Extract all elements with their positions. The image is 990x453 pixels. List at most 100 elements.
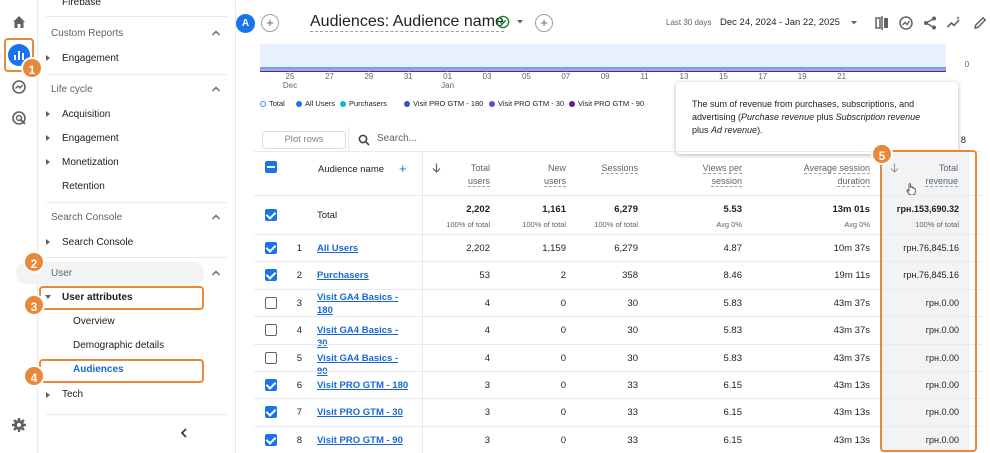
row-checkbox[interactable] bbox=[265, 296, 277, 309]
chevron-up-icon[interactable] bbox=[211, 268, 221, 278]
audience-name-link[interactable]: Visit GA4 Basics - 90 bbox=[317, 352, 409, 378]
legend-item[interactable]: Visit PRO GTM - 90 bbox=[569, 99, 644, 108]
sidebar-item-acquisition[interactable]: Acquisition bbox=[62, 109, 111, 120]
header-line: Average session bbox=[803, 163, 870, 174]
legend-item[interactable]: Visit PRO GTM - 180 bbox=[404, 99, 483, 108]
row-checkbox[interactable] bbox=[265, 242, 277, 254]
divider bbox=[46, 414, 227, 415]
sidebar-item-audiences[interactable]: Audiences bbox=[73, 364, 124, 375]
row-checkbox[interactable] bbox=[265, 406, 277, 419]
column-header-avg-session-duration[interactable]: Average session duration bbox=[766, 162, 870, 188]
total-users-pct: 100% of total bbox=[446, 220, 490, 229]
header-line: Sessions bbox=[601, 163, 638, 174]
chevron-up-icon[interactable] bbox=[211, 84, 221, 94]
cell-new-users: 2 bbox=[560, 270, 566, 282]
divider bbox=[46, 74, 227, 75]
sidebar-item-overview[interactable]: Overview bbox=[73, 316, 115, 327]
x-tick-sublabel: Jan bbox=[441, 81, 455, 90]
column-header-total-revenue[interactable]: Total revenue bbox=[900, 162, 958, 188]
column-header-views-per-session[interactable]: Views per session bbox=[666, 162, 742, 188]
section-search-console[interactable]: Search Console bbox=[51, 212, 123, 223]
total-row-checkbox[interactable] bbox=[265, 209, 277, 221]
audience-name-link[interactable]: Visit PRO GTM - 30 bbox=[317, 406, 409, 419]
views-per-session-total: 5.53 bbox=[723, 204, 743, 215]
sort-arrow-icon[interactable] bbox=[432, 163, 441, 173]
settings-icon[interactable] bbox=[11, 417, 27, 433]
plot-rows-button[interactable]: Plot rows bbox=[262, 131, 346, 149]
legend-label: Total bbox=[269, 99, 285, 108]
row-checkbox[interactable] bbox=[265, 433, 277, 446]
select-all-checkbox[interactable] bbox=[265, 161, 277, 173]
avatar[interactable]: A bbox=[236, 14, 255, 33]
x-tick-label: 25 bbox=[285, 72, 295, 81]
add-comparison-button[interactable]: + bbox=[261, 14, 279, 32]
section-user[interactable]: User bbox=[51, 268, 73, 279]
sort-descending-icon[interactable] bbox=[890, 163, 899, 173]
audience-name-link[interactable]: Visit GA4 Basics - 30 bbox=[317, 324, 409, 350]
edit-icon[interactable] bbox=[972, 15, 988, 31]
sidebar-item-firebase[interactable]: Firebase bbox=[62, 0, 101, 8]
audience-name-link[interactable]: All Users bbox=[317, 242, 409, 255]
row-checkbox[interactable] bbox=[265, 269, 277, 282]
sidebar-item-user-attributes[interactable]: User attributes bbox=[62, 292, 133, 303]
search-icon[interactable] bbox=[358, 134, 370, 146]
section-custom-reports[interactable]: Custom Reports bbox=[51, 28, 124, 39]
chevron-up-icon[interactable] bbox=[211, 28, 221, 38]
date-chevron-icon[interactable] bbox=[850, 20, 858, 26]
column-header-new-users[interactable]: New users bbox=[512, 162, 566, 188]
sidebar-item-search-console[interactable]: Search Console bbox=[62, 237, 134, 248]
collapse-sidebar-icon[interactable] bbox=[178, 427, 190, 439]
legend-item[interactable]: Visit PRO GTM - 30 bbox=[489, 99, 564, 108]
audience-name-link[interactable]: Visit GA4 Basics -180 bbox=[317, 291, 409, 317]
trend-sparkle-icon[interactable] bbox=[946, 15, 962, 31]
audience-name-link[interactable]: Visit PRO GTM - 90 bbox=[317, 434, 409, 447]
legend-item[interactable]: Total bbox=[260, 99, 285, 108]
sidebar-item-monetization[interactable]: Monetization bbox=[62, 157, 119, 168]
add-button[interactable]: + bbox=[535, 14, 553, 32]
date-range-value[interactable]: Dec 24, 2024 - Jan 22, 2025 bbox=[720, 17, 840, 28]
row-checkbox[interactable] bbox=[265, 351, 277, 364]
table-top-border bbox=[254, 151, 982, 152]
row-number: 6 bbox=[296, 380, 302, 391]
chevron-down-icon[interactable] bbox=[516, 19, 524, 25]
search-input[interactable]: Search... bbox=[377, 133, 418, 144]
cell-views-per-session: 4.87 bbox=[723, 243, 743, 254]
sidebar-item-engagement-custom[interactable]: Engagement bbox=[62, 53, 119, 64]
advertising-icon[interactable] bbox=[11, 110, 27, 126]
page-title[interactable]: Audiences: Audience name bbox=[310, 13, 504, 32]
column-header-audience-name[interactable]: Audience name bbox=[318, 164, 385, 175]
x-tick-label: 21 bbox=[837, 72, 847, 81]
sidebar-item-engagement[interactable]: Engagement bbox=[62, 133, 119, 144]
explore-icon[interactable] bbox=[11, 79, 27, 95]
audience-name-link[interactable]: Purchasers bbox=[317, 269, 409, 282]
row-checkbox[interactable] bbox=[265, 379, 277, 391]
audience-name-link[interactable]: Visit PRO GTM - 180 bbox=[317, 379, 409, 392]
avg-duration-avg: Avg 0% bbox=[844, 220, 870, 229]
column-header-sessions[interactable]: Sessions bbox=[582, 162, 638, 175]
insights-icon[interactable] bbox=[898, 15, 914, 31]
chevron-up-icon[interactable] bbox=[211, 212, 221, 222]
add-dimension-button[interactable]: + bbox=[399, 161, 407, 176]
row-number: 3 bbox=[296, 297, 302, 309]
row-border bbox=[254, 288, 982, 290]
expand-icon bbox=[46, 55, 50, 61]
tooltip-line-2: advertising (Purchase revenue plus Subsc… bbox=[692, 111, 942, 124]
sidebar-item-retention[interactable]: Retention bbox=[62, 181, 105, 192]
row-checkbox[interactable] bbox=[265, 324, 277, 337]
column-header-total-users[interactable]: Total users bbox=[436, 162, 490, 188]
x-tick-label: 31 bbox=[403, 72, 413, 81]
x-axis-ticks bbox=[289, 68, 842, 72]
compare-icon[interactable] bbox=[874, 15, 890, 31]
divider bbox=[348, 127, 349, 151]
sidebar-item-tech[interactable]: Tech bbox=[62, 389, 84, 400]
cell-avg-duration: 43m 37s bbox=[833, 352, 870, 364]
legend-item[interactable]: Purchasers bbox=[340, 99, 387, 108]
row-number: 7 bbox=[296, 407, 302, 419]
x-tick-label: 29 bbox=[364, 72, 374, 81]
share-icon[interactable] bbox=[922, 15, 938, 31]
home-icon[interactable] bbox=[11, 14, 27, 30]
legend-item[interactable]: All Users bbox=[296, 99, 335, 108]
sidebar-item-demographic-details[interactable]: Demographic details bbox=[73, 340, 165, 351]
check-circle-icon[interactable] bbox=[496, 15, 510, 29]
section-life-cycle[interactable]: Life cycle bbox=[51, 84, 93, 95]
